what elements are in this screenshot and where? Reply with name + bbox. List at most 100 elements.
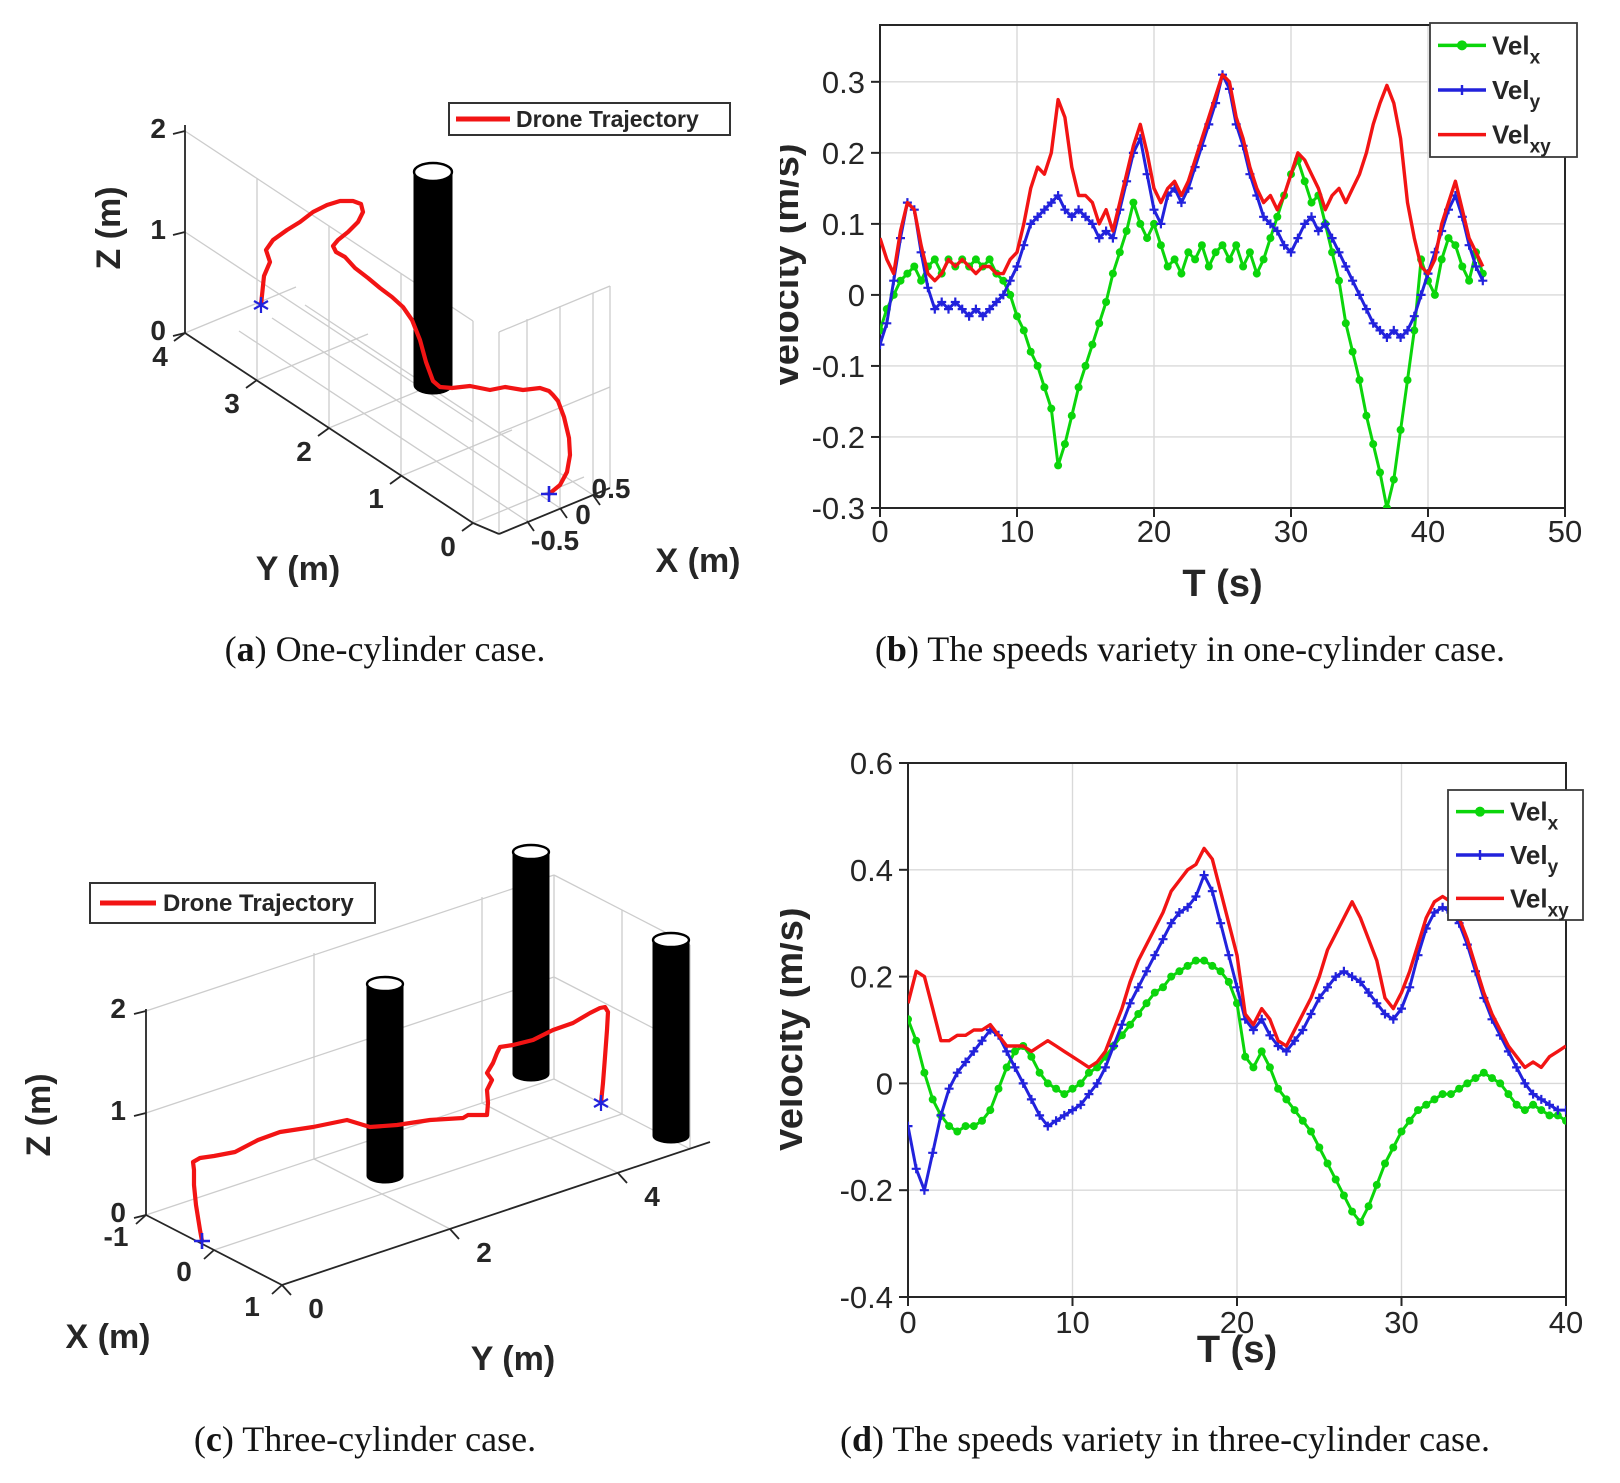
cylinder-top-cap (365, 975, 405, 993)
circle-marker (1084, 1068, 1093, 1077)
plus-marker (541, 486, 557, 502)
circle-marker (1134, 1010, 1143, 1018)
x-tick-label: -0.5 (531, 525, 579, 556)
circle-marker (1218, 241, 1227, 250)
circle-marker (1177, 269, 1186, 278)
circle-marker (1081, 361, 1090, 370)
x-tick-label: -1 (104, 1221, 129, 1252)
x-tick-label: 0 (575, 499, 591, 530)
y-tick-label: -0.2 (840, 1173, 893, 1208)
x-tick-label: 0 (871, 514, 888, 549)
circle-marker (1257, 1047, 1266, 1056)
circle-marker (1252, 269, 1261, 278)
legend-label: Drone Trajectory (516, 106, 699, 132)
circle-marker (1027, 1052, 1036, 1061)
y-tick-label: 0 (440, 531, 456, 562)
x-tick-label: 0 (899, 1305, 916, 1340)
circle-marker (1040, 383, 1049, 392)
b-y-axis-label: Velocity (m/s) (780, 144, 807, 389)
circle-marker (1465, 276, 1474, 285)
circle-marker (1068, 1084, 1077, 1093)
circle-marker (1405, 1116, 1414, 1125)
circle-marker (1455, 1084, 1464, 1093)
circle-marker (1537, 1106, 1546, 1115)
circle-marker (1348, 1207, 1357, 1216)
circle-marker (1060, 440, 1069, 449)
circle-marker (1545, 1111, 1554, 1120)
panel-d-velocity-plot: 0 10 20 30 40 0.6 0.4 0.2 0 -0.2 -0.4 T (s) Velocity… (780, 746, 1584, 1371)
circle-marker (1191, 255, 1200, 264)
circle-marker (896, 276, 905, 285)
circle-marker (1088, 340, 1097, 349)
caption-c-letter: c (205, 1419, 222, 1459)
circle-marker (1010, 1047, 1019, 1056)
y-tick-label: 2 (296, 436, 312, 467)
y-tick-label: 0 (876, 1066, 893, 1101)
b-Vel_y-markers (880, 70, 1488, 350)
circle-marker (1184, 248, 1193, 257)
caption-b: (b) The speeds variety in one-cylinder c… (874, 629, 1506, 669)
y-tick-label: 0.6 (850, 746, 893, 781)
circle-marker (1512, 1100, 1521, 1109)
obstacle-cylinder (365, 975, 405, 1184)
y-tick-label: -0.3 (812, 491, 865, 526)
circle-marker (912, 1036, 921, 1045)
circle-marker (920, 1068, 929, 1077)
caption-d-letter: d (851, 1419, 872, 1459)
circle-marker (1410, 326, 1419, 335)
z-tick-label: 0 (110, 1197, 126, 1228)
b-axes-box (879, 24, 1566, 509)
circle-marker (1328, 248, 1337, 257)
x-tick-label: 30 (1274, 514, 1308, 549)
circle-marker (1339, 1191, 1348, 1200)
legend-label: Velx (1492, 30, 1541, 68)
circle-marker (1331, 1175, 1340, 1184)
cylinder-top-cap (511, 843, 551, 861)
circle-marker (1232, 241, 1241, 250)
circle-marker (1224, 977, 1233, 986)
circle-marker (1479, 1068, 1488, 1077)
b-series-group (880, 70, 1488, 508)
circle-marker (978, 1116, 986, 1125)
legend-label: Velxy (1510, 883, 1569, 921)
circle-marker (1225, 255, 1234, 264)
circle-marker (1043, 1079, 1052, 1088)
x-tick-label: 50 (1548, 514, 1582, 549)
circle-marker (1382, 504, 1391, 508)
circle-marker (1076, 1079, 1085, 1088)
y-tick-label: -0.2 (812, 420, 865, 455)
circle-marker (1163, 262, 1172, 271)
d-y-axis-label: Velocity (m/s) (780, 908, 811, 1153)
circle-marker (1397, 1127, 1406, 1136)
circle-marker (1006, 290, 1015, 299)
a-drone-trajectory-path (258, 198, 573, 497)
asterisk-marker (253, 297, 269, 313)
circle-marker (1143, 234, 1152, 243)
x-tick-label: 10 (1055, 1305, 1089, 1340)
y-tick-label: 3 (224, 388, 240, 419)
y-tick-label: 0 (848, 278, 865, 313)
circle-marker (1249, 1063, 1258, 1072)
circle-marker (1438, 1090, 1447, 1099)
circle-marker (1074, 383, 1083, 392)
circle-marker (1241, 1052, 1250, 1061)
d-x-axis-label: T (s) (1197, 1329, 1277, 1371)
caption-c: (c) Three-cylinder case. (193, 1419, 537, 1459)
circle-marker (1529, 1100, 1538, 1109)
d-Vel_y-markers (908, 870, 1566, 1195)
c-legend: Drone Trajectory (89, 882, 376, 924)
circle-marker (1430, 290, 1439, 299)
c-x-axis-label: X (m) (66, 1318, 151, 1356)
circle-marker (1458, 262, 1467, 271)
circle-marker (1274, 1084, 1283, 1093)
circle-marker (1389, 475, 1398, 484)
y-tick-label: 0.1 (822, 207, 865, 242)
circle-marker (1290, 1106, 1299, 1115)
circle-marker (1054, 461, 1063, 470)
circle-marker (1013, 312, 1021, 321)
c-drone-trajectory-path (190, 1004, 611, 1244)
circle-marker (1323, 1159, 1332, 1168)
